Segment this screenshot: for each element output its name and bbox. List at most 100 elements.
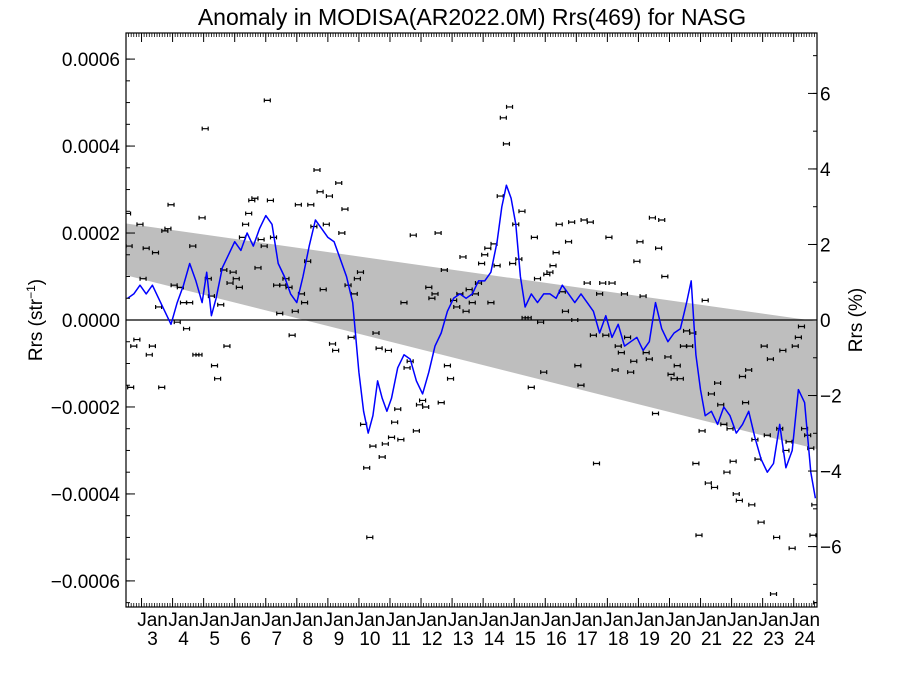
x-tick-month-label: Jan [696, 610, 727, 631]
data-point [450, 298, 458, 303]
data-point [769, 591, 778, 596]
data-point [210, 363, 219, 368]
data-point [614, 344, 622, 349]
x-tick-year-label: 18 [608, 629, 629, 650]
data-point [335, 181, 343, 186]
data-point [136, 222, 144, 227]
data-point [127, 385, 135, 390]
running-mean-line [127, 184, 817, 499]
data-point [387, 435, 396, 440]
data-point [673, 363, 681, 368]
data-point [527, 385, 535, 390]
x-tick-year-label: 6 [240, 629, 251, 650]
data-point [319, 287, 327, 292]
y2-tick-label: 2 [820, 235, 831, 256]
data-point [524, 315, 532, 320]
data-point [738, 374, 747, 379]
x-tick-month-label: Jan [199, 610, 230, 631]
x-tick-month-label: Jan [230, 610, 261, 631]
data-point [714, 381, 722, 386]
data-point [245, 211, 253, 216]
x-tick-month-label: Jan [386, 610, 417, 631]
data-point [325, 194, 334, 199]
data-point [580, 217, 588, 222]
data-point [667, 372, 675, 377]
data-point [425, 285, 433, 290]
data-point [763, 433, 771, 438]
data-point [493, 263, 501, 268]
x-tick-month-label: Jan [448, 610, 479, 631]
data-point [499, 115, 507, 120]
data-point [229, 270, 237, 275]
data-point [589, 333, 597, 338]
data-point [773, 535, 781, 540]
data-point [468, 300, 476, 305]
data-point [186, 300, 194, 305]
x-tick-month-label: Jan [789, 610, 820, 631]
x-tick-month-label: Jan [758, 610, 789, 631]
x-tick-year-label: 21 [701, 629, 722, 650]
data-point [627, 370, 635, 375]
data-point [645, 357, 653, 362]
data-point [241, 222, 250, 227]
x-tick-year-label: 12 [421, 629, 442, 650]
data-point [223, 344, 231, 349]
x-tick-month-label: Jan [417, 610, 448, 631]
y2-tick-label: 4 [820, 160, 831, 181]
data-point [440, 267, 448, 272]
data-point [692, 461, 700, 466]
data-point [704, 481, 712, 486]
chart-title: Anomaly in MODISA(AR2022.0M) Rrs(469) fo… [198, 4, 746, 30]
data-point [313, 167, 321, 172]
data-point [139, 276, 147, 281]
data-point [502, 141, 511, 146]
x-tick-month-label: Jan [603, 610, 634, 631]
y-tick-label: 0.0006 [62, 50, 120, 71]
data-point [651, 411, 660, 416]
y-tick-label: −0.0006 [51, 572, 120, 593]
data-point [142, 246, 150, 251]
data-point [766, 357, 775, 362]
plot-area [126, 98, 817, 605]
y2-tick-label: −2 [820, 387, 842, 408]
data-point [481, 252, 489, 257]
y2-tick-label: −6 [820, 538, 842, 559]
data-point [437, 400, 445, 405]
x-tick-month-label: Jan [261, 610, 292, 631]
x-tick-year-label: 7 [271, 629, 282, 650]
data-point [248, 198, 256, 203]
data-point [276, 311, 284, 316]
data-point [698, 428, 706, 433]
data-point [537, 320, 545, 325]
x-tick-year-label: 19 [639, 629, 660, 650]
data-point [602, 333, 610, 338]
data-point [288, 333, 296, 338]
data-point [729, 459, 737, 464]
data-point [226, 281, 234, 286]
data-point [642, 350, 650, 355]
x-tick-month-label: Jan [665, 610, 696, 631]
data-point [145, 352, 153, 357]
data-point [195, 352, 203, 357]
data-point [415, 402, 424, 407]
data-point [133, 337, 141, 342]
x-tick-year-label: 24 [794, 629, 816, 650]
data-point [266, 198, 275, 203]
data-point [161, 228, 169, 233]
data-point [484, 246, 492, 251]
data-point [707, 391, 716, 396]
data-point [254, 265, 262, 270]
axes: 0.0006 0.0004 0.0002 0.0000 −0.0002 −0.0004 −0… [51, 32, 842, 650]
x-tick-year-label: 16 [546, 629, 567, 650]
x-tick-year-label: 9 [334, 629, 345, 650]
data-point [322, 222, 330, 227]
data-point [785, 439, 793, 444]
x-tick-month-label: Jan [355, 610, 386, 631]
data-point [459, 254, 467, 259]
x-tick-year-label: 23 [763, 629, 784, 650]
data-point [214, 376, 222, 381]
data-point [686, 344, 694, 349]
data-point [198, 215, 206, 220]
data-point [487, 300, 495, 305]
data-point [235, 285, 243, 290]
